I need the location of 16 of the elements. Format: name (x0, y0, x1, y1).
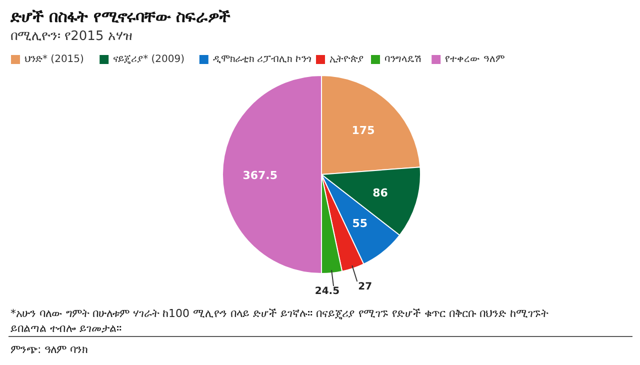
data-label: 175 (352, 124, 375, 138)
data-label: 367.5 (242, 169, 278, 182)
data-label: 24.5 (314, 286, 340, 298)
legend-label: ባንግላዴሽ (384, 54, 422, 65)
legend-label: ህንድ* (2015) (24, 54, 84, 65)
text: ምንጭ: ዓለም ባንክ (10, 343, 88, 356)
data-label: 27 (358, 282, 372, 293)
data-label: 86 (372, 186, 388, 200)
legend-label: የተቀረው ዓለም (445, 54, 504, 65)
legend-label: ናይጄሪያ* (2009) (113, 54, 185, 65)
legend-label: ዲሞክራቲክ ሪፓብሊክ ኮንጎ (212, 54, 312, 65)
text: *አሁን ባለው ግምት በሁለቱም ሃገራት ከ100 ሚሊዮን በላይ ድሆች ይገኛሉ። በናይጄሪያ የሚገኙ የድሆች ቁጥር በቅርቡ በህንድ ከሚገኙት ይበልጣል ተብሎ ይገመታል። (10, 307, 549, 335)
legend-label: ኢትዮጵያ (330, 54, 364, 65)
data-label: 55 (352, 216, 368, 230)
chart-title: ድሆች በስፋት የሚኖሩባቸው ስፍራዎች (10, 7, 232, 26)
chart-subtitle: በሚሊዮን፡ የ2015 አሃዝ (10, 29, 132, 44)
